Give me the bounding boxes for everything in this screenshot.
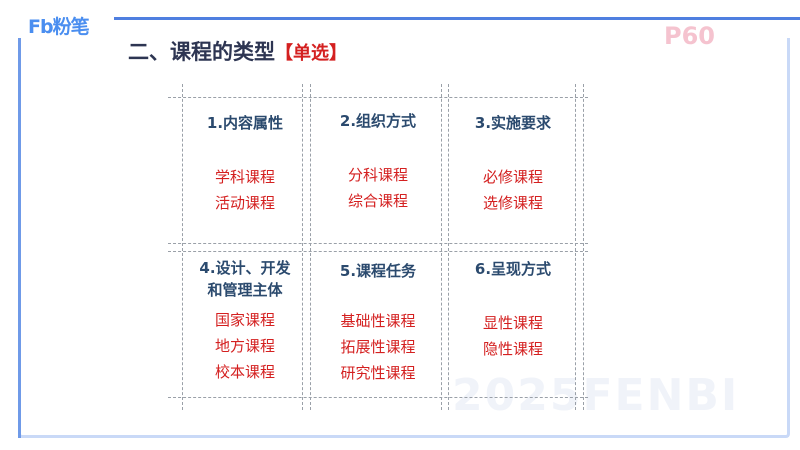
course-item: 研究性课程	[340, 364, 416, 382]
category-heading: 和管理主体	[207, 281, 283, 299]
course-item: 隐性课程	[482, 340, 543, 358]
course-item: 拓展性课程	[340, 338, 416, 356]
course-item: 必修课程	[482, 168, 543, 186]
grid-line	[168, 243, 588, 244]
category-heading: 6.呈现方式	[474, 260, 552, 278]
category-presentation: 6.呈现方式 显性课程 隐性课程	[458, 258, 568, 362]
category-heading: 3.实施要求	[474, 114, 552, 132]
title-tag: 【单选】	[275, 43, 347, 64]
category-content: 1.内容属性 学科课程 活动课程	[190, 112, 300, 216]
watermark: 2025FENBI	[452, 370, 740, 421]
page-number: P60	[664, 22, 715, 50]
grid-line	[168, 97, 588, 98]
course-item: 分科课程	[347, 166, 408, 184]
grid-line	[302, 84, 303, 410]
course-item: 选修课程	[482, 194, 543, 212]
grid-line	[182, 84, 183, 410]
grid-line	[448, 84, 449, 410]
category-subject: 4.设计、开发 和管理主体 国家课程 地方课程 校本课程	[190, 257, 300, 385]
grid-line	[168, 251, 588, 252]
page-title: 二、课程的类型【单选】	[128, 36, 347, 66]
grid-line	[310, 84, 311, 410]
header-rule	[114, 17, 800, 20]
course-item: 地方课程	[214, 337, 275, 355]
category-heading: 1.内容属性	[206, 114, 284, 132]
grid-line	[168, 397, 588, 398]
category-heading: 4.设计、开发	[199, 259, 291, 277]
category-requirement: 3.实施要求 必修课程 选修课程	[458, 112, 568, 216]
grid-line	[575, 84, 576, 410]
category-organization: 2.组织方式 分科课程 综合课程	[318, 110, 438, 214]
category-heading: 2.组织方式	[339, 112, 417, 130]
grid-line	[583, 84, 584, 410]
course-item: 综合课程	[347, 192, 408, 210]
category-task: 5.课程任务 基础性课程 拓展性课程 研究性课程	[318, 260, 438, 386]
fenbi-logo: Fb粉笔	[28, 16, 90, 38]
category-heading: 5.课程任务	[339, 262, 417, 280]
course-item: 国家课程	[214, 311, 275, 329]
course-item: 学科课程	[214, 168, 275, 186]
course-item: 显性课程	[482, 314, 543, 332]
title-main: 二、课程的类型	[128, 40, 275, 64]
grid-line	[441, 84, 442, 410]
course-item: 基础性课程	[340, 312, 416, 330]
left-accent-bar	[18, 38, 21, 438]
course-item: 校本课程	[214, 363, 275, 381]
course-item: 活动课程	[214, 194, 275, 212]
